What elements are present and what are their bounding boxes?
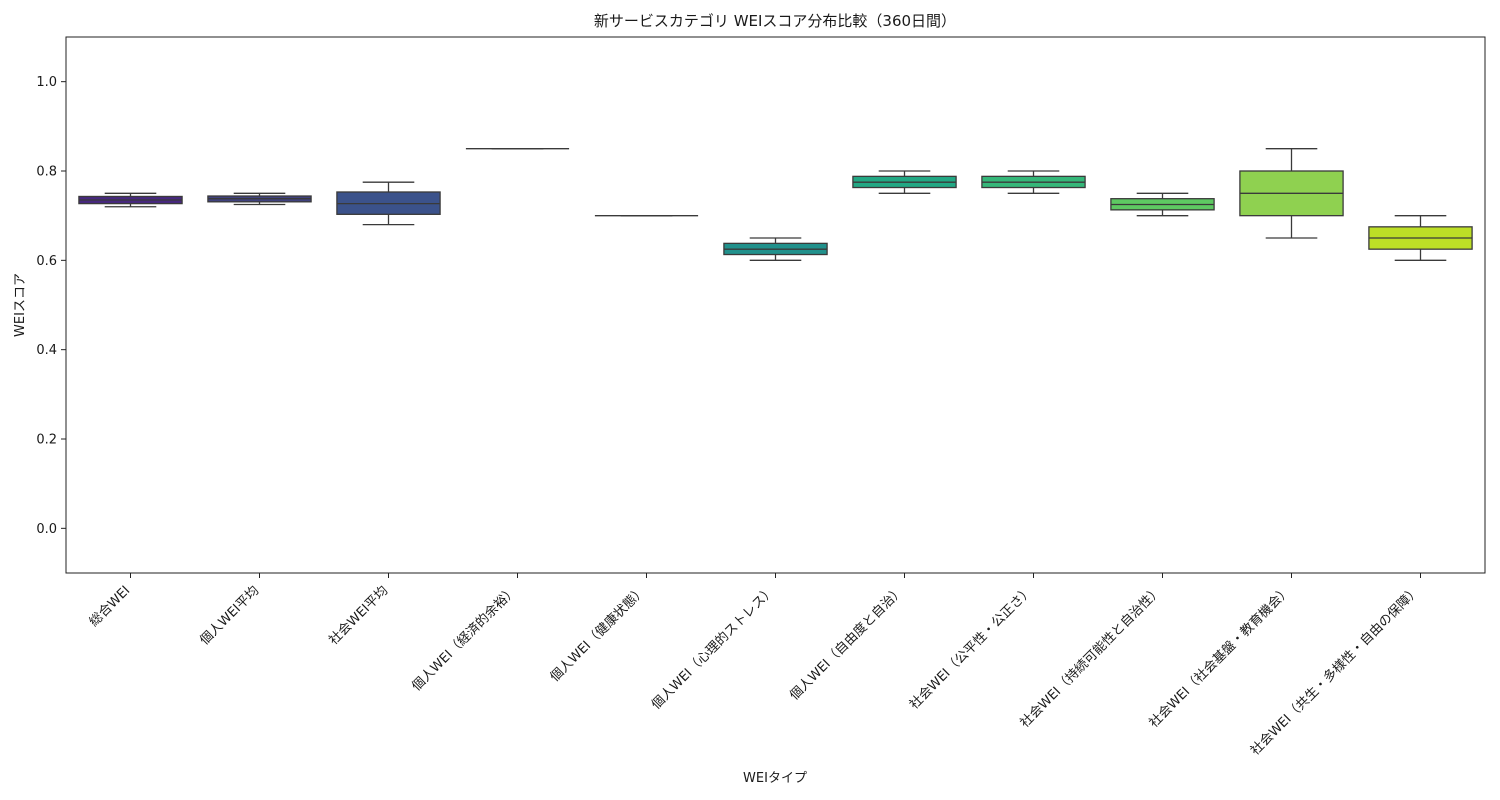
box-6: [852, 170, 957, 194]
y-axis-label: WEIスコア: [13, 273, 28, 337]
y-tick-label: 1.0: [36, 75, 57, 90]
x-tick-label: 個人WEI（経済的余裕）: [409, 583, 521, 695]
x-tick-label: 社会WEI（持続可能性と自治性）: [1017, 583, 1165, 731]
x-tick-label: 社会WEI（社会基盤・教育機会）: [1146, 583, 1294, 731]
x-tick-label: 社会WEI（公平性・公正さ）: [906, 583, 1036, 713]
box-0: [78, 192, 183, 208]
x-axis: 総合WEI 個人WEI平均 社会WEI平均 個人WEI（経済的余裕） 個人WEI（健康状…: [87, 573, 1423, 759]
y-tick-label: 0.4: [36, 343, 57, 358]
y-tick-label: 0.8: [36, 165, 57, 180]
x-tick-label: 社会WEI平均: [326, 583, 392, 649]
x-axis-label: WEIタイプ: [743, 771, 807, 786]
y-tick-label: 0.2: [36, 433, 57, 448]
x-tick-label: 個人WEI（健康状態）: [547, 583, 649, 685]
box-5: [723, 237, 828, 261]
y-tick-label: 0.6: [36, 254, 57, 269]
x-tick-label: 個人WEI平均: [197, 583, 262, 648]
box-series: [78, 148, 1473, 261]
box-10: [1368, 215, 1473, 261]
y-tick-label: 0.0: [36, 522, 57, 537]
box-7: [981, 170, 1086, 194]
y-axis: 0.0 0.2 0.4 0.6 0.8 1.0: [36, 75, 66, 537]
box-8: [1110, 192, 1215, 217]
box-9: [1239, 148, 1344, 239]
plot-area-frame: [65, 36, 1486, 574]
x-tick-label: 個人WEI（自由度と自治）: [786, 583, 907, 704]
box-1: [207, 192, 312, 206]
box-2: [336, 181, 441, 226]
x-tick-label: 個人WEI（心理的ストレス）: [648, 583, 778, 713]
chart-title: 新サービスカテゴリ WEIスコア分布比較（360日間）: [594, 12, 956, 30]
x-tick-label: 総合WEI: [87, 583, 134, 630]
